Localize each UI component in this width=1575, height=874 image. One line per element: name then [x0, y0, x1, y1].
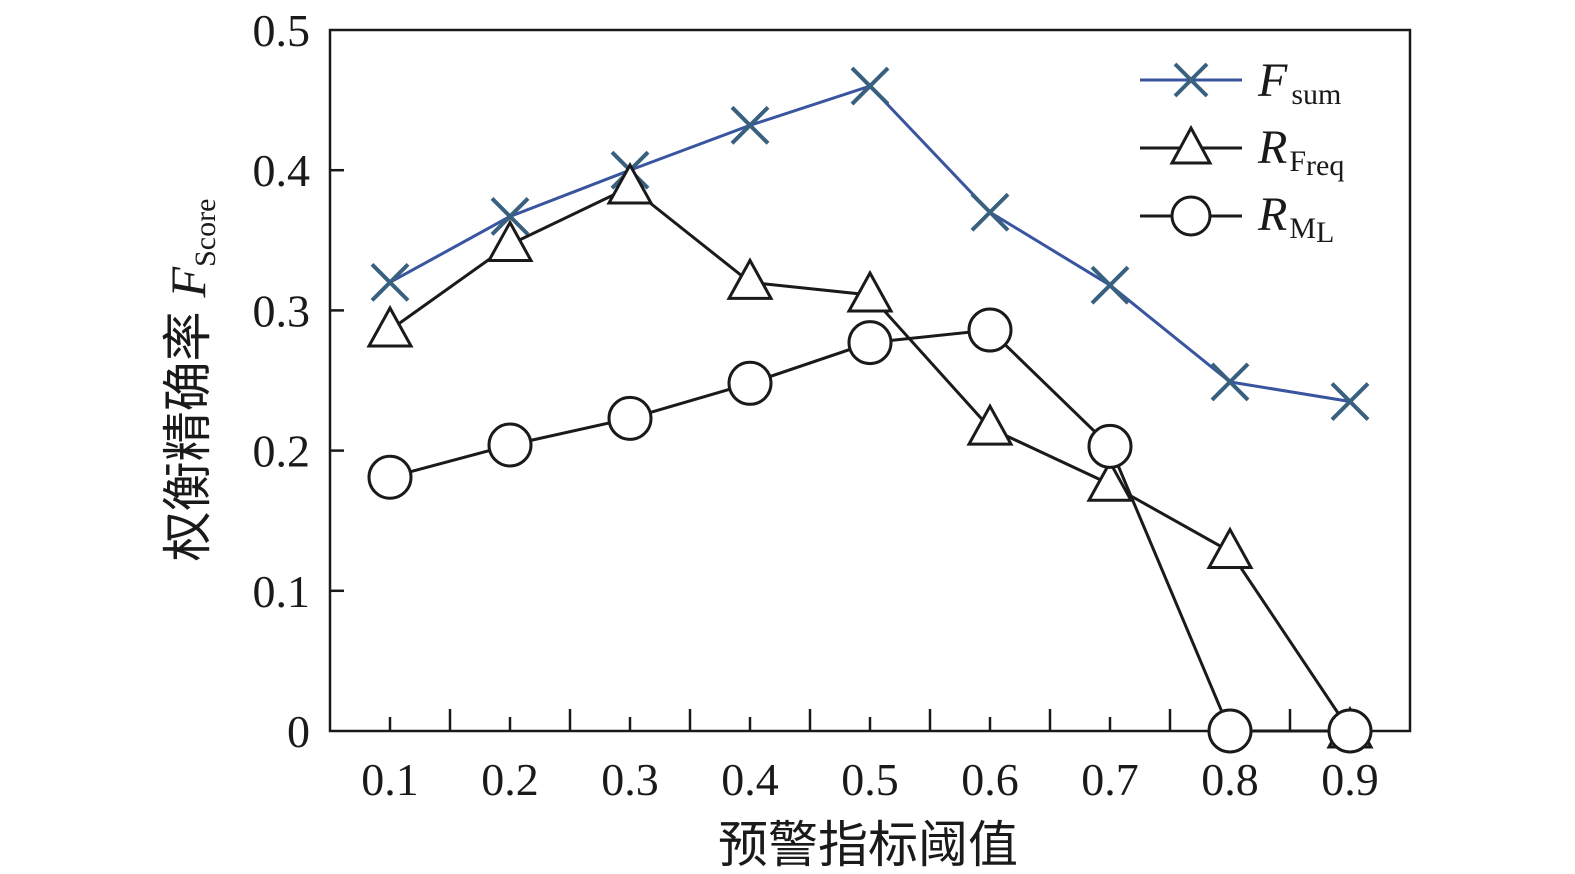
- x-tick-label: 0.5: [841, 754, 899, 805]
- data-point-rml: [847, 320, 893, 366]
- y-tick-label: 0.5: [253, 5, 311, 56]
- data-point-rfreq: [486, 219, 534, 263]
- x-axis-label: 预警指标阈值: [718, 816, 1018, 874]
- data-point-fsum: [730, 105, 770, 145]
- data-point-fsum: [1330, 382, 1370, 421]
- data-point-rml: [1207, 708, 1253, 754]
- y-axis-ticks: 0 0.1 0.2 0.3 0.4 0.5: [253, 5, 344, 757]
- data-point-fsum: [1090, 265, 1130, 305]
- data-point-fsum: [370, 262, 410, 302]
- data-point-rfreq: [1086, 459, 1134, 502]
- data-point-fsum: [490, 197, 530, 236]
- data-point-rml: [727, 360, 773, 406]
- y-axis-label-symbol: F: [160, 266, 216, 298]
- legend-entry-rml: RML: [1140, 188, 1334, 249]
- data-point-rfreq: [1206, 526, 1254, 570]
- data-point-rfreq: [846, 269, 894, 313]
- data-point-fsum: [970, 192, 1010, 232]
- y-tick-label: 0.4: [253, 145, 311, 196]
- data-point-rml: [367, 454, 413, 500]
- data-point-rml: [607, 395, 653, 441]
- y-tick-label: 0.1: [253, 566, 311, 617]
- legend-label-rml: RML: [1257, 188, 1334, 249]
- data-point-rml: [487, 422, 533, 468]
- y-tick-label: 0: [287, 706, 310, 757]
- series-layer: [366, 66, 1374, 754]
- legend-marker-rfreq: [1169, 124, 1213, 165]
- data-point-rfreq: [726, 257, 774, 300]
- data-point-fsum: [850, 66, 890, 106]
- x-tick-label: 0.9: [1321, 754, 1379, 805]
- x-tick-label: 0.2: [481, 754, 539, 805]
- data-point-rml: [967, 307, 1013, 353]
- x-tick-label: 0.4: [721, 754, 779, 805]
- y-tick-label: 0.3: [253, 285, 311, 336]
- x-tick-label: 0.3: [601, 754, 659, 805]
- data-point-rml: [1327, 708, 1373, 754]
- x-tick-label: 0.6: [961, 754, 1019, 805]
- legend-entry-rfreq: RFreq: [1140, 121, 1344, 182]
- legend-label-rfreq: RFreq: [1257, 121, 1344, 182]
- x-tick-label: 0.8: [1201, 754, 1259, 805]
- data-point-rml: [1087, 423, 1133, 469]
- data-point-rfreq: [366, 304, 414, 348]
- y-axis-label-group: 权衡精确率 FScore: [159, 199, 222, 562]
- data-point-fsum: [1210, 362, 1250, 402]
- y-axis-label: 权衡精确率 FScore: [159, 199, 222, 562]
- data-point-rfreq: [966, 403, 1014, 446]
- legend-marker-rml: [1170, 195, 1212, 237]
- series-line-rml: [389, 328, 1350, 733]
- x-tick-label: 0.1: [361, 754, 419, 805]
- plot-frame: [328, 28, 1412, 733]
- y-tick-label: 0.2: [253, 426, 311, 477]
- data-point-rfreq: [606, 161, 654, 205]
- legend-marker-fsum: [1173, 62, 1209, 98]
- series-line-rfreq: [389, 185, 1352, 732]
- x-tick-label: 0.7: [1081, 754, 1139, 805]
- x-axis-ticks: 0.1 0.2 0.3 0.4 0.5 0.6 0.7 0.8 0.9: [361, 709, 1379, 805]
- y-axis-label-text: 权衡精确率: [159, 311, 217, 561]
- y-axis-label-subscript: Score: [189, 199, 222, 267]
